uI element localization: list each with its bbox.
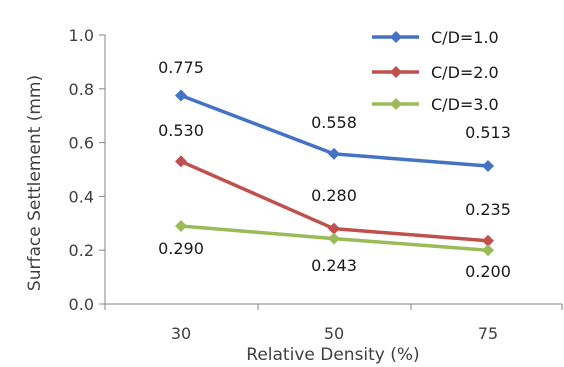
data-labels: 0.775 0.558 0.513 0.530 0.280 0.235 0.290 0.243… [158,58,511,281]
legend-label-3: C/D=3.0 [431,95,499,114]
legend-marker-1 [390,31,402,43]
series-3-point [328,232,340,245]
legend-marker-3 [390,98,402,110]
y-tick-label: 0.8 [69,80,94,99]
series-3-point [482,244,494,257]
data-label-series-2: 0.235 [465,200,511,219]
legend-label-2: C/D=2.0 [431,63,499,82]
data-label-series-2: 0.280 [311,186,357,205]
data-label-series-1: 0.775 [158,58,204,77]
y-tick-label: 1.0 [69,26,94,45]
x-tick-label: 50 [324,324,344,343]
y-tick-label: 0.6 [69,134,94,153]
series-markers [175,89,494,257]
legend: C/D=1.0 C/D=2.0 C/D=3.0 [372,28,499,114]
y-tick-label: 0.2 [69,241,94,260]
x-tick-labels: 30 50 75 [171,324,498,343]
data-label-series-1: 0.513 [465,123,511,142]
series-2-point [328,222,340,235]
series-3-point [175,219,187,232]
y-tick-label: 0.4 [69,187,94,206]
x-tick-label: 30 [171,324,191,343]
legend-marker-2 [390,66,402,78]
data-label-series-3: 0.243 [311,256,357,275]
x-axis-title: Relative Density (%) [246,345,419,365]
y-tick-labels: 0.0 0.2 0.4 0.6 0.8 1.0 [69,26,94,314]
data-label-series-1: 0.558 [311,113,357,132]
data-label-series-3: 0.200 [465,262,511,281]
x-tick-label: 75 [478,324,498,343]
series-1-point [482,160,494,173]
y-axis-title: Surface Settlement (mm) [25,75,45,291]
series-1-point [328,147,340,160]
series-2-point [482,234,494,247]
legend-label-1: C/D=1.0 [431,28,499,47]
series-2-point [175,155,187,168]
axes [99,34,563,310]
data-label-series-2: 0.530 [158,121,204,140]
y-tick-label: 0.0 [69,295,94,314]
data-label-series-3: 0.290 [158,239,204,258]
series-1-point [175,89,187,102]
